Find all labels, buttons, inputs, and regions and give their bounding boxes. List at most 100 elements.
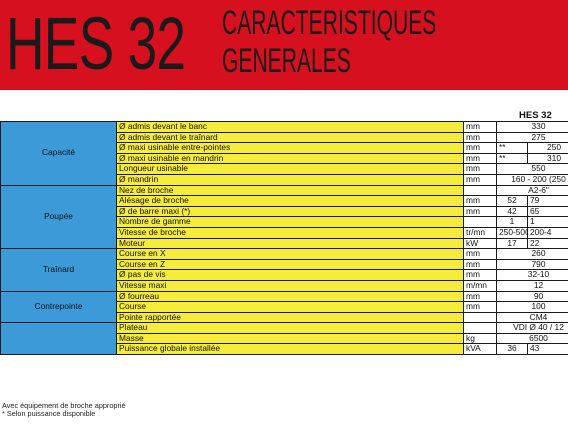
spec-unit: mm [463, 301, 497, 313]
spec-label: Ø pas de vis [116, 269, 464, 281]
spec-value-1: 52 [496, 195, 528, 207]
spec-value: 90 [496, 290, 568, 303]
spec-unit: mm [463, 269, 497, 281]
spec-label: Plateau [116, 322, 464, 334]
spec-unit: mm [463, 258, 497, 271]
table-row: Course mm 100 [1, 301, 568, 313]
column-header-model: HES 32 [519, 110, 552, 121]
subtitle: CARACTERISTIQUES GENERALES [222, 4, 436, 80]
spec-label: Ø maxi usinable entre-pointes [116, 142, 464, 154]
spec-label: Masse [116, 332, 464, 345]
table-row: Plateau VDI Ø 40 / 12 [0, 322, 568, 356]
spec-value-1: 36 [496, 343, 528, 356]
spec-unit [463, 322, 497, 334]
spec-value-2: 65 [527, 205, 568, 218]
subtitle-line-2: GENERALES [222, 42, 351, 80]
spec-value: 250 [527, 142, 568, 154]
spec-label: Pointe rapportée [116, 311, 464, 324]
spec-label: Ø maxi usinable en mandrin [116, 152, 464, 165]
spec-label: Course [116, 301, 464, 313]
spec-unit: mm [463, 248, 497, 260]
spec-label: Ø admis devant le traînard [116, 131, 464, 144]
spec-unit: kW [463, 237, 497, 250]
spec-unit: tr/mn [463, 226, 497, 239]
spec-unit: mm [463, 131, 497, 144]
spec-value-1: 250-5000 [496, 226, 528, 239]
spec-label: Vitesse maxi [116, 279, 464, 292]
table-row: Moteur kW 17 22 [1, 237, 568, 250]
category-label: Contrepointe [34, 301, 83, 312]
spec-label: Longueur usinable [116, 163, 464, 175]
spec-value: 310 [527, 152, 568, 165]
spec-value: A2-6" [496, 184, 568, 197]
spec-label: Ø fourreau [116, 290, 464, 303]
spec-value: 32-10 [496, 269, 568, 281]
category-label: Poupée [44, 211, 73, 222]
spec-value: 100 [496, 301, 568, 313]
spec-value-2: 22 [527, 237, 568, 250]
spec-value-1: 1 [496, 216, 528, 228]
spec-unit: kVA [463, 343, 497, 356]
table-row: Ø mandrin mm 160 - 200 (250 [1, 173, 568, 186]
spec-mark: ** [496, 152, 528, 165]
title-banner: HES 32 CARACTERISTIQUES GENERALES [0, 0, 568, 90]
spec-label: Ø de barre maxi (*) [116, 205, 464, 218]
banner-gap [0, 90, 568, 110]
category-cell [0, 322, 117, 356]
spec-unit [463, 311, 497, 324]
spec-unit [463, 184, 497, 197]
category-label: Traînard [42, 264, 75, 275]
table-row: Alésage de broche mm 52 79 [1, 195, 568, 207]
category-cell: Capacité [0, 121, 117, 186]
spec-value: 550 [496, 163, 568, 175]
category-cell: Contrepointe [0, 290, 117, 324]
spec-value-2: 200-4 [527, 226, 568, 239]
spec-value: CM4 [496, 311, 568, 324]
spec-label: Ø admis devant le banc [116, 121, 464, 133]
spec-label: Nombre de gamme [116, 216, 464, 228]
spec-unit: mm [463, 163, 497, 175]
spec-unit: mm [463, 290, 497, 303]
spec-label: Puissance globale installée [116, 343, 464, 356]
table-row: Pointe rapportée CM4 [1, 311, 568, 324]
spec-label: Course en Z [116, 258, 464, 271]
model-title: HES 32 [6, 2, 186, 85]
spec-value: 330 [496, 121, 568, 133]
spec-unit: mm [463, 173, 497, 186]
table-row: Vitesse maxi m/mn 12 [1, 279, 568, 292]
spec-label: Vitesse de broche [116, 226, 464, 239]
footnote-2: * Selon puissance disponible [2, 409, 96, 418]
spec-unit [463, 216, 497, 228]
table-row: Puissance globale installée kVA 36 43 [1, 343, 568, 356]
spec-value-2: 79 [527, 195, 568, 207]
spec-label: Moteur [116, 237, 464, 250]
spec-value: VDI Ø 40 / 12 [496, 322, 568, 334]
spec-unit: mm [463, 142, 497, 154]
spec-unit: mm [463, 152, 497, 165]
spec-unit: mm [463, 205, 497, 218]
spec-mark: ** [496, 142, 528, 154]
spec-value: 6500 [496, 332, 568, 345]
specifications-table: Capacité Ø admis devant le banc mm 330 Ø adm… [0, 121, 568, 356]
table-row: Capacité Ø admis devant le banc mm 330 [0, 121, 568, 186]
spec-value: 12 [496, 279, 568, 292]
spec-unit: mm [463, 121, 497, 133]
spec-value-2: 43 [527, 343, 568, 356]
spec-value-1: 17 [496, 237, 528, 250]
spec-label: Nez de broche [116, 184, 464, 197]
category-cell: Poupée [0, 184, 117, 250]
spec-value-2: 1 [527, 216, 568, 228]
spec-value: 260 [496, 248, 568, 260]
spec-value-1: 42 [496, 205, 528, 218]
category-cell: Traînard [0, 248, 117, 292]
spec-value: 160 - 200 (250 [496, 173, 568, 186]
table-row: Ø pas de vis mm 32-10 [1, 269, 568, 281]
category-label: Capacité [41, 147, 76, 158]
table-row: Contrepointe Ø fourreau mm 90 [0, 290, 568, 324]
spec-label: Course en X [116, 248, 464, 260]
spec-unit: m/mn [463, 279, 497, 292]
spec-label: Alésage de broche [116, 195, 464, 207]
spec-unit: mm [463, 195, 497, 207]
table-row: Poupée Nez de broche A2-6" [0, 184, 568, 250]
